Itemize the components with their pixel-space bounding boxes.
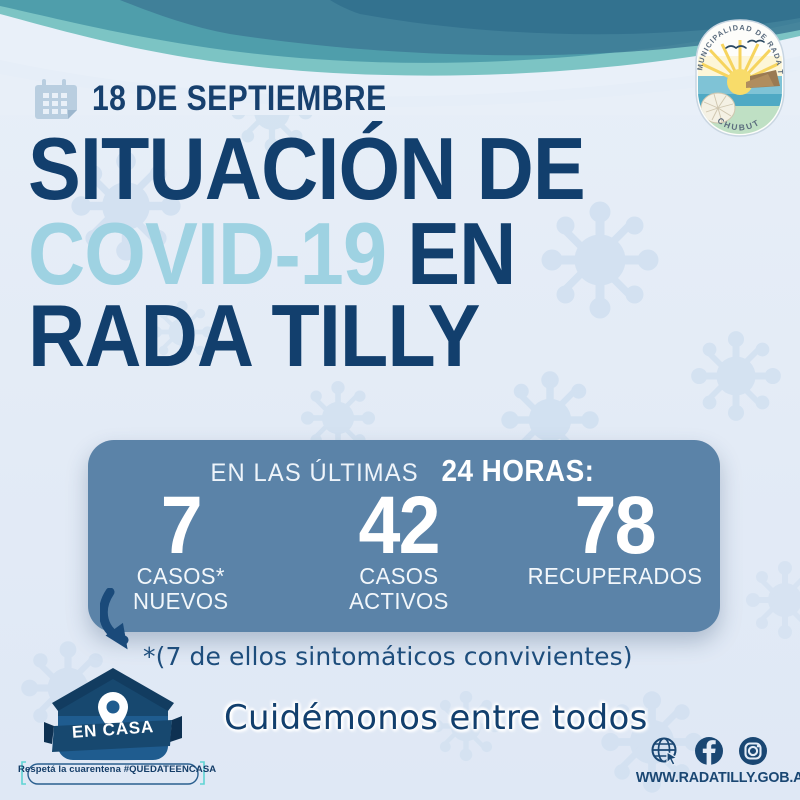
page-title: SITUACIÓN DE COVID-19 EN RADA TILLY — [28, 119, 588, 386]
title-line-2: COVID-19 EN — [28, 209, 532, 297]
stay-home-pill-text: Respetá la cuarentena #QUEDATEENCASA — [18, 764, 217, 775]
stat-label-line1: RECUPERADOS — [527, 563, 703, 590]
globe-cursor-icon[interactable] — [650, 736, 680, 766]
title-line-1: SITUACIÓN DE — [28, 119, 586, 218]
calendar-icon — [35, 79, 77, 119]
stay-home-badge: EN CASA Respetá la cuarentena #QUEDATEEN… — [18, 664, 217, 794]
municipality-logo: MUNICIPALIDAD DE RADA TILLY CHUBUT — [685, 9, 792, 140]
stat-label-line1: CASOS* — [136, 563, 225, 590]
panel-header-light: EN LAS ÚLTIMAS — [210, 459, 420, 487]
date-header: 18 DE SEPTIEMBRE — [34, 76, 435, 122]
stat-value: 78 — [574, 480, 657, 571]
date-text: 18 DE SEPTIEMBRE — [92, 79, 387, 118]
stat-label: RECUPERADOS — [527, 564, 702, 588]
instagram-icon[interactable] — [738, 736, 768, 766]
stats-panel: EN LAS ÚLTIMAS 24 HORAS: 7 CASOS* NUEVOS … — [88, 440, 720, 632]
stat-new-cases: 7 CASOS* NUEVOS — [88, 480, 299, 628]
stat-active-cases: 42 CASOS ACTIVOS — [299, 480, 510, 628]
stats-row: 7 CASOS* NUEVOS 42 CASOS ACTIVOS 78 RECU… — [88, 480, 720, 628]
panel-header: EN LAS ÚLTIMAS 24 HORAS: — [88, 453, 720, 489]
wave-decoration — [0, 0, 800, 115]
stat-label-line2: ACTIVOS — [349, 587, 449, 614]
panel-header-bold: 24 HORAS: — [441, 453, 595, 488]
title-covid-highlight: COVID-19 — [28, 203, 387, 303]
stat-label: CASOS* NUEVOS — [133, 564, 229, 613]
title-line-2-rest: EN — [407, 203, 516, 303]
stat-label: CASOS ACTIVOS — [349, 564, 449, 613]
stat-label-line2: NUEVOS — [132, 587, 229, 614]
curved-arrow-icon — [100, 588, 129, 650]
facebook-icon[interactable] — [694, 736, 724, 766]
stat-recovered: 78 RECUPERADOS — [509, 480, 720, 628]
title-line-3: RADA TILLY — [28, 286, 480, 386]
footnote-text: *(7 de ellos sintomáticos convivientes) — [143, 642, 633, 671]
stat-value: 42 — [358, 480, 441, 571]
stat-value: 7 — [160, 480, 202, 571]
social-links — [632, 736, 786, 766]
tagline-text: Cuidémonos entre todos — [224, 698, 648, 738]
website-url[interactable]: WWW.RADATILLY.GOB.AR — [635, 769, 800, 786]
footer: WWW.RADATILLY.GOB.AR — [632, 736, 800, 786]
stat-label-line1: CASOS — [359, 563, 439, 590]
